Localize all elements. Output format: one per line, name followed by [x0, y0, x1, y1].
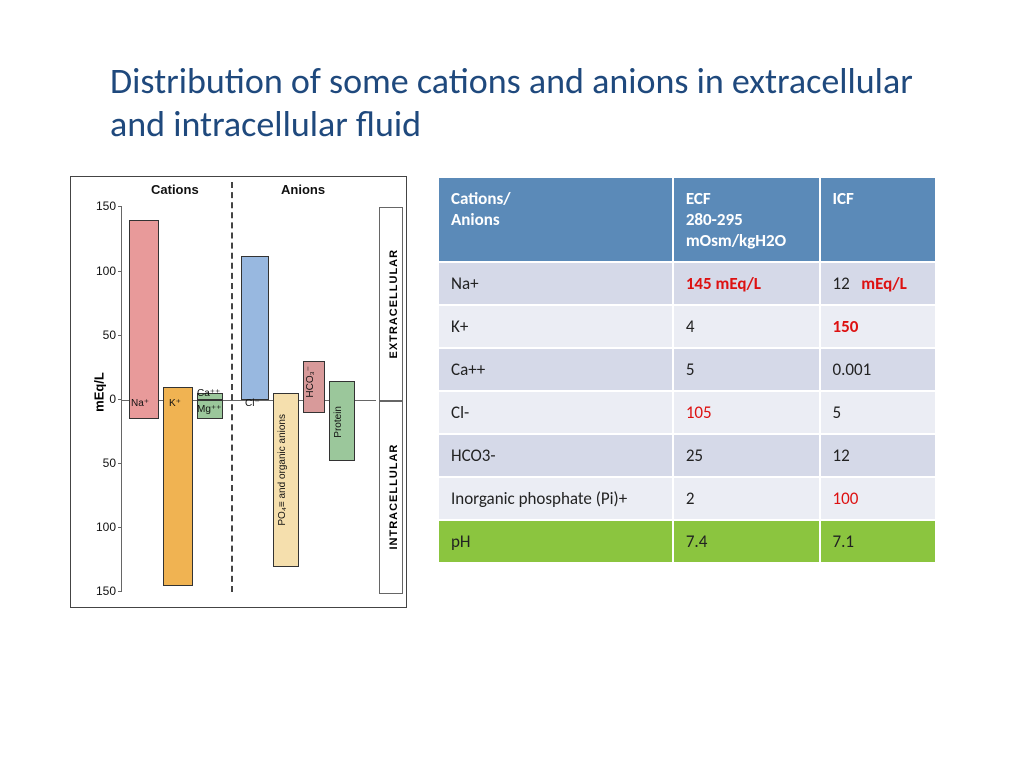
bar-Na+ — [129, 220, 159, 419]
bar-Cl- — [241, 256, 269, 400]
chart-col-header-cations: Cations — [151, 182, 199, 197]
col-header-icf: ICF — [820, 177, 936, 262]
cell-icf: 12 — [820, 434, 936, 477]
bar-K+ — [163, 387, 193, 586]
ion-table: Cations/Anions ECF280-295mOsm/kgH2O ICF … — [437, 176, 937, 564]
cell-icf: 0.001 — [820, 348, 936, 391]
table-row: Cl-1055 — [438, 391, 936, 434]
bar-label-HCO3: HCO₃⁻ — [305, 366, 316, 398]
ytick: 150 — [71, 584, 116, 598]
bar-label-Na+: Na⁺ — [131, 398, 149, 409]
chart-col-header-anions: Anions — [281, 182, 325, 197]
bar-label-Mg++: Mg⁺⁺ — [197, 404, 221, 415]
cell-ion: Ca++ — [438, 348, 673, 391]
cell-ecf: 2 — [673, 477, 820, 520]
table-row: HCO3-2512 — [438, 434, 936, 477]
ytick: 0 — [71, 392, 116, 406]
table-row: pH7.47.1 — [438, 520, 936, 563]
content-row: mEq/L CationsAnions05010015050100150EXTR… — [70, 176, 954, 608]
slide-title: Distribution of some cations and anions … — [110, 60, 954, 146]
table-row: Ca++50.001 — [438, 348, 936, 391]
ytick: 50 — [71, 328, 116, 342]
bar-label-K+: K⁺ — [169, 398, 181, 409]
cell-icf: 100 — [820, 477, 936, 520]
bar-label-Ca++: Ca⁺⁺ — [197, 388, 220, 399]
cell-ion: Inorganic phosphate (Pi)+ — [438, 477, 673, 520]
table-row: Inorganic phosphate (Pi)+2100 — [438, 477, 936, 520]
cell-icf: 150 — [820, 305, 936, 348]
cell-icf: 7.1 — [820, 520, 936, 563]
cell-ion: Cl- — [438, 391, 673, 434]
cell-ion: pH — [438, 520, 673, 563]
chart-divider — [231, 182, 233, 592]
cell-ecf: 7.4 — [673, 520, 820, 563]
bar-label-Protein: Protein — [333, 406, 344, 438]
cell-icf: 12 mEq/L — [820, 262, 936, 305]
ion-bar-chart: mEq/L CationsAnions05010015050100150EXTR… — [70, 176, 407, 608]
bar-label-PO4: PO₄≡ and organic anions — [277, 414, 288, 526]
cell-icf: 5 — [820, 391, 936, 434]
bar-label-Cl-: Cl⁻ — [245, 398, 260, 409]
cell-ecf: 25 — [673, 434, 820, 477]
ytick: 100 — [71, 264, 116, 278]
cell-ecf: 105 — [673, 391, 820, 434]
cell-ecf: 4 — [673, 305, 820, 348]
col-header-ecf: ECF280-295mOsm/kgH2O — [673, 177, 820, 262]
table-row: Na+145 mEq/L12 mEq/L — [438, 262, 936, 305]
side-label-extracellular: EXTRACELLULAR — [388, 227, 400, 380]
ytick: 100 — [71, 520, 116, 534]
col-header-ions: Cations/Anions — [438, 177, 673, 262]
cell-ion: Na+ — [438, 262, 673, 305]
cell-ion: HCO3- — [438, 434, 673, 477]
slide: Distribution of some cations and anions … — [0, 0, 1024, 768]
cell-ecf: 145 mEq/L — [673, 262, 820, 305]
table-header-row: Cations/Anions ECF280-295mOsm/kgH2O ICF — [438, 177, 936, 262]
table-row: K+4150 — [438, 305, 936, 348]
cell-ecf: 5 — [673, 348, 820, 391]
cell-ion: K+ — [438, 305, 673, 348]
ytick: 50 — [71, 456, 116, 470]
side-label-intracellular: INTRACELLULAR — [388, 420, 400, 573]
ytick: 150 — [71, 199, 116, 213]
